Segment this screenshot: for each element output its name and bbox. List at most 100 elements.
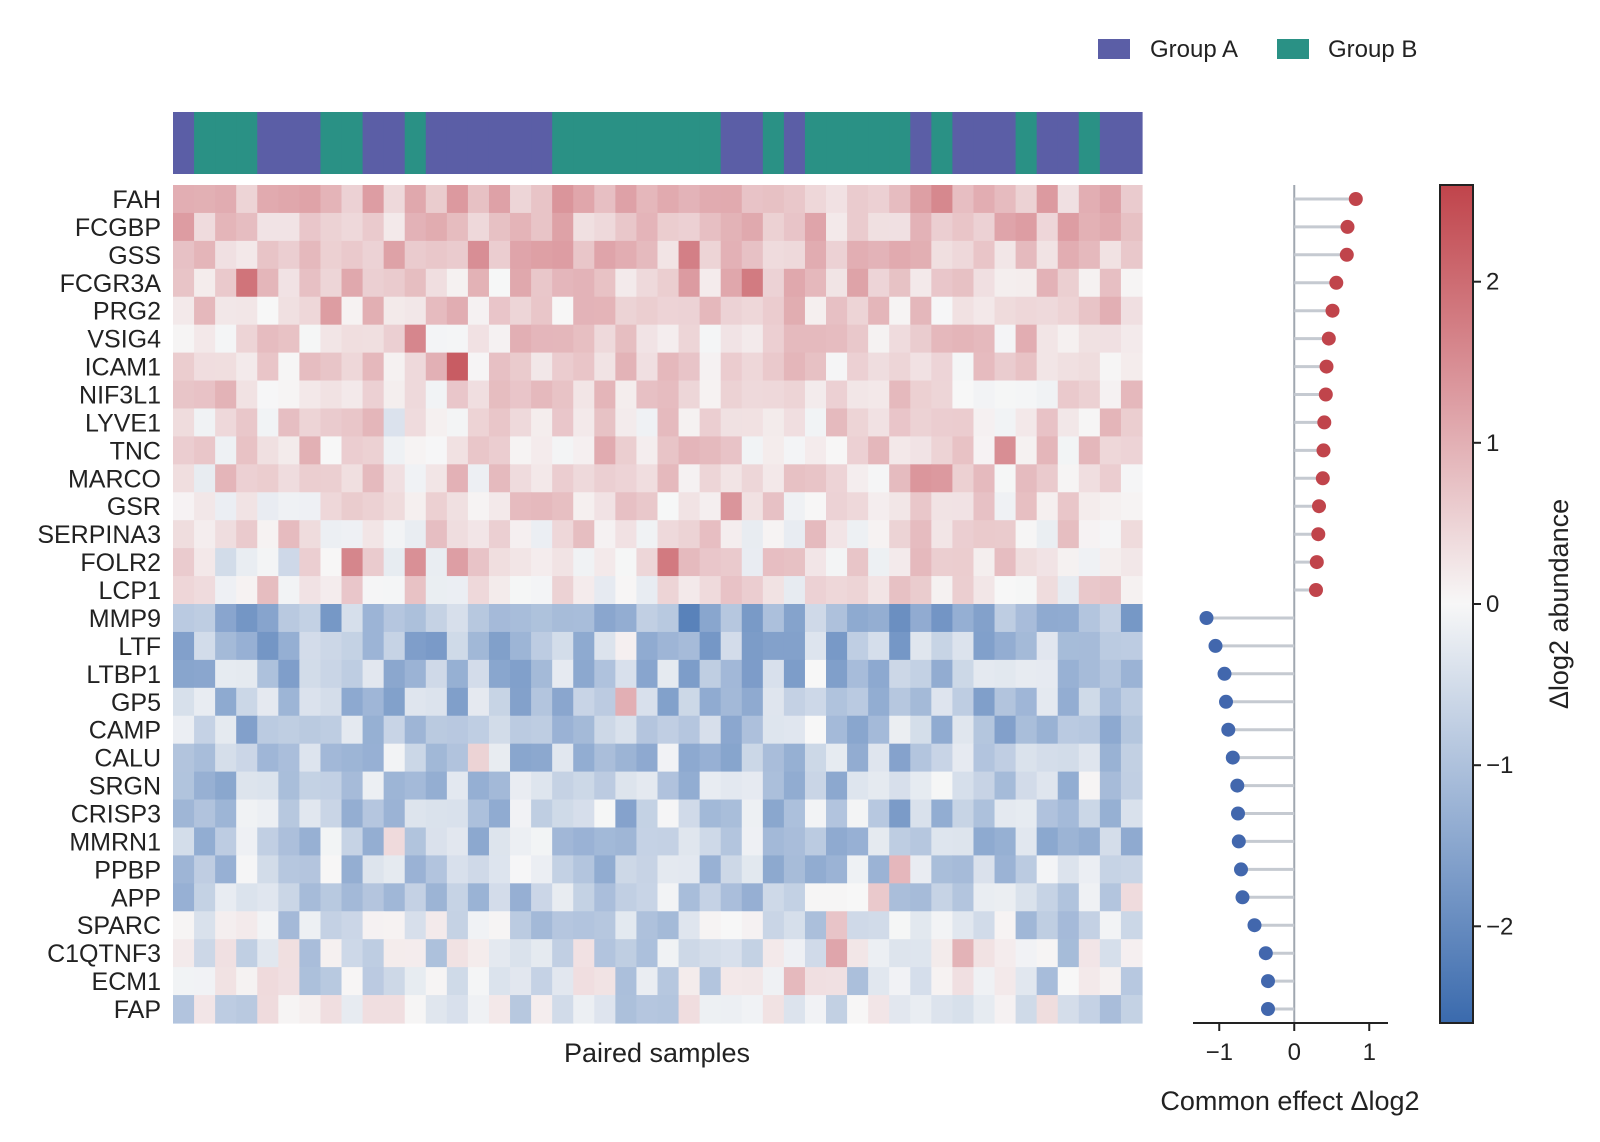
heatmap-cell <box>425 799 448 829</box>
heatmap-cell <box>847 464 869 493</box>
heatmap-cell <box>573 967 595 996</box>
heatmap-cell <box>952 380 975 410</box>
group-cell <box>194 112 216 174</box>
heatmap-cell <box>278 352 300 382</box>
heatmap-cell <box>1099 185 1122 214</box>
heatmap-cell <box>910 520 932 549</box>
heatmap-cell <box>847 995 869 1024</box>
heatmap-cell <box>1015 576 1038 605</box>
group-cell <box>1057 112 1080 174</box>
heatmap-cell <box>868 324 890 354</box>
heatmap-cell <box>1120 771 1143 801</box>
heatmap-cell <box>678 687 701 717</box>
heatmap-cell <box>636 827 659 856</box>
heatmap-cell <box>1099 715 1122 745</box>
heatmap-cell <box>404 687 427 717</box>
heatmap-cell <box>952 464 975 493</box>
heatmap-cell <box>488 715 511 745</box>
heatmap-cell <box>510 268 532 298</box>
heatmap-cell <box>973 240 996 270</box>
heatmap-cell <box>236 185 258 214</box>
heatmap-cell <box>615 212 638 242</box>
heatmap-cell <box>488 408 511 437</box>
heatmap-cell <box>868 995 890 1024</box>
heatmap-cell <box>636 659 659 689</box>
heatmap-cell <box>783 604 806 633</box>
heatmap-cell <box>973 604 996 633</box>
heatmap-cell <box>804 185 827 214</box>
heatmap-cell <box>636 240 659 270</box>
heatmap-cell <box>657 185 680 214</box>
heatmap-cell <box>594 464 616 493</box>
heatmap-cell <box>531 464 553 493</box>
group-cell <box>657 112 680 174</box>
heatmap-cell <box>425 212 448 242</box>
gene-label: MMP9 <box>89 605 161 633</box>
heatmap-cell <box>720 492 743 521</box>
heatmap-cell <box>720 324 743 354</box>
legend-swatch-group-a <box>1098 39 1130 59</box>
heatmap-cell <box>804 939 827 968</box>
heatmap-cell <box>678 352 701 382</box>
heatmap-cell <box>636 548 659 577</box>
heatmap-cell <box>615 967 638 996</box>
heatmap-cell <box>783 967 806 996</box>
heatmap-cell <box>552 520 574 549</box>
heatmap-cell <box>720 408 743 437</box>
heatmap-cell <box>1036 855 1059 884</box>
heatmap-cell <box>236 464 258 493</box>
lollipop-point <box>1208 638 1223 653</box>
group-cell <box>868 112 890 174</box>
heatmap-cell <box>215 240 237 270</box>
heatmap-cell <box>1099 492 1122 521</box>
heatmap-cell <box>278 827 300 856</box>
heatmap-cell <box>446 687 469 717</box>
heatmap-cell <box>341 324 364 354</box>
heatmap-cell <box>657 631 680 661</box>
heatmap-cell <box>931 436 954 465</box>
heatmap-cell <box>573 185 595 214</box>
heatmap-cell <box>215 548 237 577</box>
group-cell <box>636 112 659 174</box>
heatmap-cell <box>446 548 469 577</box>
colorbar-tick-label: −1 <box>1486 752 1513 779</box>
heatmap-cell <box>1057 436 1080 465</box>
heatmap-cell <box>531 185 553 214</box>
heatmap-cell <box>783 631 806 661</box>
heatmap-cell <box>488 855 511 884</box>
heatmap-cell <box>383 408 406 437</box>
heatmap-cell <box>552 212 574 242</box>
heatmap-cell <box>1078 743 1101 773</box>
heatmap-cell <box>994 967 1017 996</box>
heatmap-cell <box>278 324 300 354</box>
heatmap-cell <box>362 604 385 633</box>
heatmap-cell <box>931 743 954 773</box>
heatmap-cell <box>194 855 216 884</box>
heatmap-cell <box>383 631 406 661</box>
heatmap-cell <box>552 659 574 689</box>
heatmap-cell <box>931 268 954 298</box>
heatmap-cell <box>257 352 279 382</box>
heatmap-cell <box>278 380 300 410</box>
heatmap-cell <box>425 855 448 884</box>
heatmap-cell <box>573 548 595 577</box>
heatmap-cell <box>488 939 511 968</box>
heatmap-cell <box>341 268 364 298</box>
heatmap-cell <box>278 296 300 326</box>
heatmap-cell <box>931 771 954 801</box>
heatmap-cell <box>868 185 890 214</box>
heatmap-cell <box>215 576 237 605</box>
heatmap-cell <box>741 631 764 661</box>
heatmap-cell <box>594 995 616 1024</box>
heatmap-cell <box>173 743 195 773</box>
heatmap-cell <box>257 855 279 884</box>
heatmap-cell <box>868 771 890 801</box>
heatmap-cell <box>952 799 975 829</box>
heatmap-cell <box>510 296 532 326</box>
heatmap-cell <box>299 268 322 298</box>
heatmap-cell <box>678 436 701 465</box>
heatmap-cell <box>236 604 258 633</box>
heatmap-cell <box>931 408 954 437</box>
heatmap-cell <box>910 408 932 437</box>
heatmap-cell <box>341 520 364 549</box>
